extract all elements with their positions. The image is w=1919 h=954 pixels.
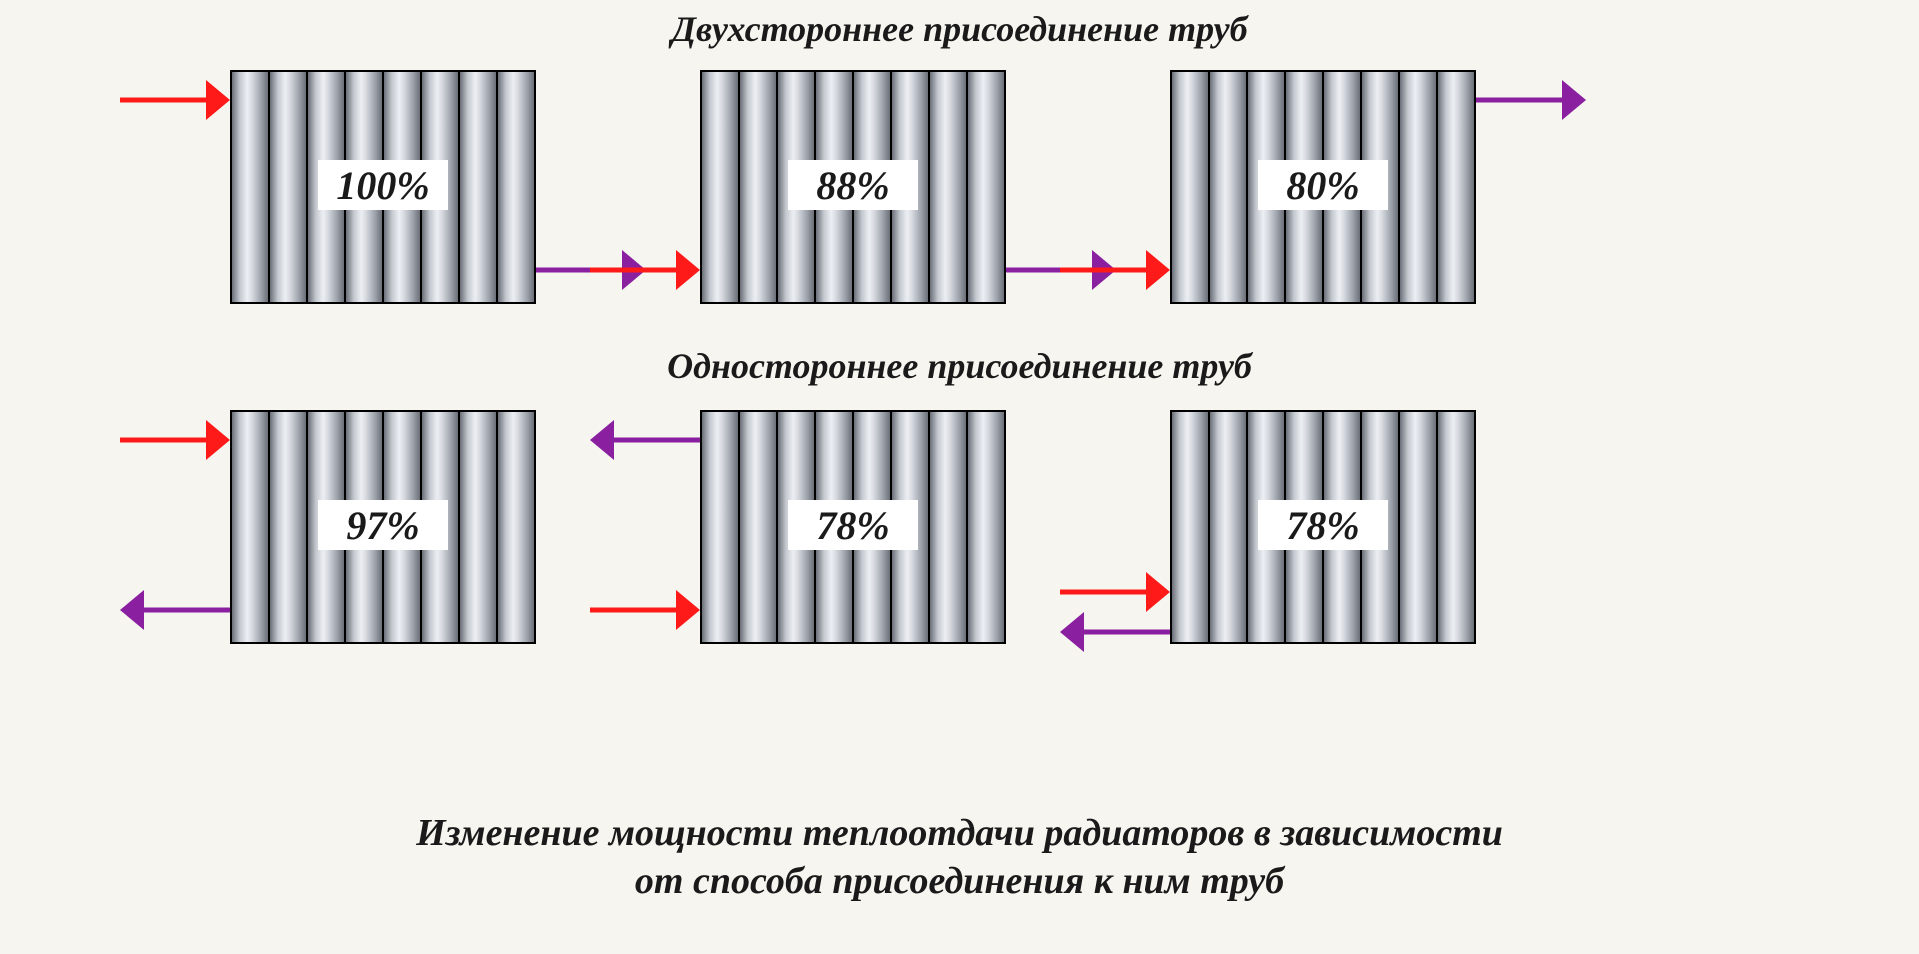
inlet-arrow-icon bbox=[590, 590, 700, 635]
radiator-column bbox=[498, 412, 534, 642]
caption-line-1: Изменение мощности теплоотдачи радиаторо… bbox=[416, 812, 1503, 854]
section-title-bilateral: Двухстороннее присоединение труб bbox=[0, 8, 1919, 50]
inlet-arrow-icon bbox=[120, 420, 230, 465]
radiator-column bbox=[232, 72, 270, 302]
radiator-column bbox=[702, 72, 740, 302]
efficiency-percent-box: 78% bbox=[1258, 500, 1388, 550]
section-title-unilateral: Одностороннее присоединение труб bbox=[0, 345, 1919, 387]
radiator-column bbox=[1210, 412, 1248, 642]
radiator-column bbox=[930, 72, 968, 302]
efficiency-percent-box: 78% bbox=[788, 500, 918, 550]
radiator-column bbox=[968, 412, 1004, 642]
radiator-column bbox=[968, 72, 1004, 302]
efficiency-percent-box: 88% bbox=[788, 160, 918, 210]
outlet-arrow-icon bbox=[1060, 612, 1170, 657]
efficiency-percent-label: 100% bbox=[336, 162, 429, 209]
caption-line-2: от способа присоединения к ним труб bbox=[635, 860, 1284, 902]
radiator-column bbox=[1172, 72, 1210, 302]
radiator-column bbox=[270, 412, 308, 642]
radiator-column bbox=[1400, 412, 1438, 642]
radiator-column bbox=[1438, 412, 1474, 642]
radiator-column bbox=[498, 72, 534, 302]
efficiency-percent-label: 78% bbox=[816, 502, 889, 549]
efficiency-percent-label: 97% bbox=[346, 502, 419, 549]
radiator-column bbox=[702, 412, 740, 642]
efficiency-percent-box: 80% bbox=[1258, 160, 1388, 210]
radiator-column bbox=[1172, 412, 1210, 642]
page: Двухстороннее присоединение труб Односто… bbox=[0, 0, 1919, 954]
efficiency-percent-box: 100% bbox=[318, 160, 448, 210]
figure-caption: Изменение мощности теплоотдачи радиаторо… bbox=[0, 810, 1919, 905]
radiator-column bbox=[1210, 72, 1248, 302]
radiator-unit-bilateral-3: 80% bbox=[1060, 70, 1624, 320]
radiator-column bbox=[1438, 72, 1474, 302]
inlet-arrow-icon bbox=[120, 80, 230, 125]
outlet-arrow-icon bbox=[120, 590, 230, 635]
inlet-arrow-icon bbox=[1060, 250, 1170, 295]
radiator-column bbox=[460, 412, 498, 642]
radiator-column bbox=[460, 72, 498, 302]
outlet-arrow-icon bbox=[590, 420, 700, 465]
radiator-column bbox=[930, 412, 968, 642]
inlet-arrow-icon bbox=[1060, 572, 1170, 617]
efficiency-percent-label: 88% bbox=[816, 162, 889, 209]
outlet-arrow-icon bbox=[1476, 80, 1586, 125]
efficiency-percent-box: 97% bbox=[318, 500, 448, 550]
radiator-unit-unilateral-3: 78% bbox=[1060, 410, 1624, 660]
efficiency-percent-label: 80% bbox=[1286, 162, 1359, 209]
radiator-column bbox=[232, 412, 270, 642]
efficiency-percent-label: 78% bbox=[1286, 502, 1359, 549]
radiator-column bbox=[1400, 72, 1438, 302]
inlet-arrow-icon bbox=[590, 250, 700, 295]
radiator-column bbox=[740, 72, 778, 302]
radiator-column bbox=[270, 72, 308, 302]
radiator-column bbox=[740, 412, 778, 642]
